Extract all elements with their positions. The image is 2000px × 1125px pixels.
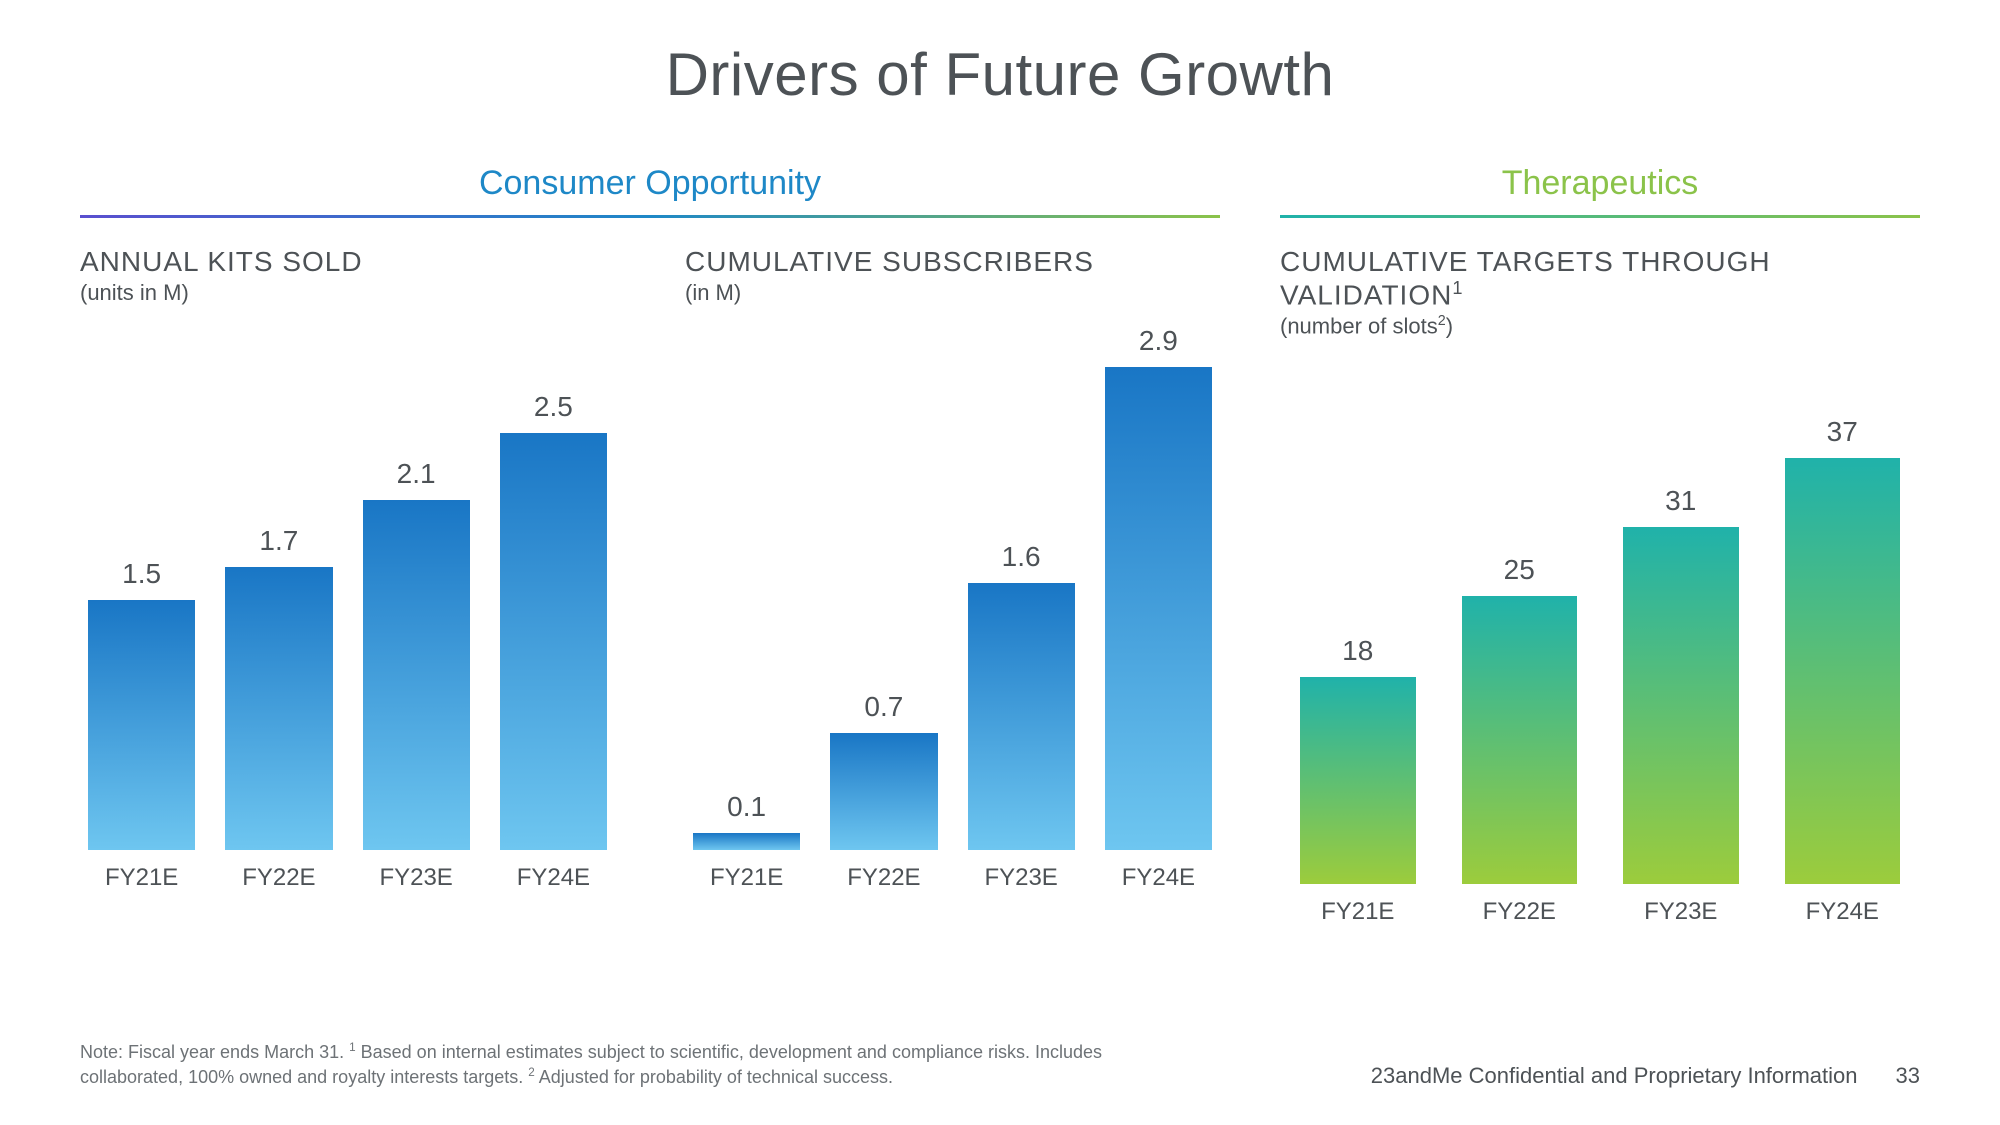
targets-bar — [1462, 596, 1578, 884]
subscribers-bar — [1105, 367, 1212, 850]
subscribers-bar-label: FY22E — [847, 864, 920, 892]
targets-bar — [1785, 458, 1901, 884]
subscribers-bar-col: 1.6 FY23E — [968, 541, 1075, 892]
chart-kits-subtitle: (units in M) — [80, 280, 615, 306]
subscribers-bar-col: 0.1 FY21E — [693, 791, 800, 892]
chart-kits: ANNUAL KITS SOLD (units in M) 1.5FY21E1.… — [80, 246, 615, 892]
kits-bar — [363, 500, 470, 850]
chart-kits-area: 1.5 FY21E 1.7 FY22E 2.1 FY23E 2.5 FY24E — [80, 322, 615, 892]
chart-targets: CUMULATIVE TARGETS THROUGH VALIDATION1 (… — [1280, 246, 1920, 926]
kits-bar-col: 2.1 FY23E — [363, 458, 470, 892]
section-consumer-divider — [80, 215, 1220, 218]
chart-targets-area: 18 FY21E 25 FY22E 31 FY23E 37 FY24E — [1280, 356, 1920, 926]
subscribers-bar-col: 2.9 FY24E — [1105, 325, 1212, 892]
chart-subscribers: CUMULATIVE SUBSCRIBERS (in M) 0.1FY21E0.… — [685, 246, 1220, 892]
chart-subscribers-area: 0.1 FY21E 0.7 FY22E 1.6 FY23E 2.9 FY24E — [685, 322, 1220, 892]
kits-bar-col: 2.5 FY24E — [500, 391, 607, 892]
kits-bar — [225, 567, 332, 850]
kits-bar-label: FY24E — [517, 864, 590, 892]
subscribers-bar — [693, 833, 800, 850]
targets-bar-value: 25 — [1504, 554, 1535, 586]
targets-bar — [1623, 527, 1739, 884]
chart-targets-subtitle: (number of slots2) — [1280, 313, 1920, 339]
kits-bar-col: 1.7 FY22E — [225, 525, 332, 892]
footer-page-number: 33 — [1896, 1063, 1920, 1089]
subscribers-bar-label: FY21E — [710, 864, 783, 892]
subscribers-bar-value: 1.6 — [1002, 541, 1041, 573]
targets-bar-col: 18 FY21E — [1300, 635, 1416, 926]
targets-bar-value: 31 — [1665, 485, 1696, 517]
kits-bar-col: 1.5 FY21E — [88, 558, 195, 892]
subscribers-bar-value: 2.9 — [1139, 325, 1178, 357]
targets-bar — [1300, 677, 1416, 884]
footer-note: Note: Fiscal year ends March 31. 1 Based… — [80, 1040, 1160, 1089]
targets-bar-col: 25 FY22E — [1462, 554, 1578, 926]
kits-bar-label: FY22E — [242, 864, 315, 892]
subscribers-bar-label: FY24E — [1122, 864, 1195, 892]
chart-kits-title: ANNUAL KITS SOLD — [80, 246, 615, 278]
chart-subscribers-subtitle: (in M) — [685, 280, 1220, 306]
page-title: Drivers of Future Growth — [80, 40, 1920, 109]
targets-bar-col: 31 FY23E — [1623, 485, 1739, 926]
subscribers-bar-value: 0.1 — [727, 791, 766, 823]
footer: Note: Fiscal year ends March 31. 1 Based… — [80, 1040, 1920, 1089]
targets-bar-label: FY22E — [1483, 898, 1556, 926]
sections-row: Consumer Opportunity ANNUAL KITS SOLD (u… — [80, 164, 1920, 926]
targets-bar-col: 37 FY24E — [1785, 416, 1901, 926]
targets-bar-label: FY24E — [1806, 898, 1879, 926]
kits-bar — [500, 433, 607, 850]
kits-bar-label: FY21E — [105, 864, 178, 892]
targets-bar-value: 37 — [1827, 416, 1858, 448]
section-consumer: Consumer Opportunity ANNUAL KITS SOLD (u… — [80, 164, 1220, 926]
subscribers-bar-value: 0.7 — [864, 691, 903, 723]
section-therapeutics-label: Therapeutics — [1280, 164, 1920, 215]
footer-confidential: 23andMe Confidential and Proprietary Inf… — [1371, 1063, 1858, 1089]
kits-bar-value: 1.5 — [122, 558, 161, 590]
chart-subscribers-title: CUMULATIVE SUBSCRIBERS — [685, 246, 1220, 278]
subscribers-bar — [968, 583, 1075, 850]
kits-bar — [88, 600, 195, 850]
subscribers-bar-label: FY23E — [984, 864, 1057, 892]
kits-bar-value: 2.1 — [397, 458, 436, 490]
section-therapeutics-divider — [1280, 215, 1920, 218]
chart-targets-title: CUMULATIVE TARGETS THROUGH VALIDATION1 — [1280, 246, 1920, 311]
kits-bar-label: FY23E — [379, 864, 452, 892]
consumer-charts-row: ANNUAL KITS SOLD (units in M) 1.5FY21E1.… — [80, 246, 1220, 892]
slide: Drivers of Future Growth Consumer Opport… — [0, 0, 2000, 1125]
targets-bar-label: FY23E — [1644, 898, 1717, 926]
targets-bar-label: FY21E — [1321, 898, 1394, 926]
section-therapeutics: Therapeutics CUMULATIVE TARGETS THROUGH … — [1280, 164, 1920, 926]
kits-bar-value: 1.7 — [259, 525, 298, 557]
kits-bar-value: 2.5 — [534, 391, 573, 423]
section-consumer-label: Consumer Opportunity — [80, 164, 1220, 215]
subscribers-bar — [830, 733, 937, 850]
subscribers-bar-col: 0.7 FY22E — [830, 691, 937, 892]
targets-bar-value: 18 — [1342, 635, 1373, 667]
